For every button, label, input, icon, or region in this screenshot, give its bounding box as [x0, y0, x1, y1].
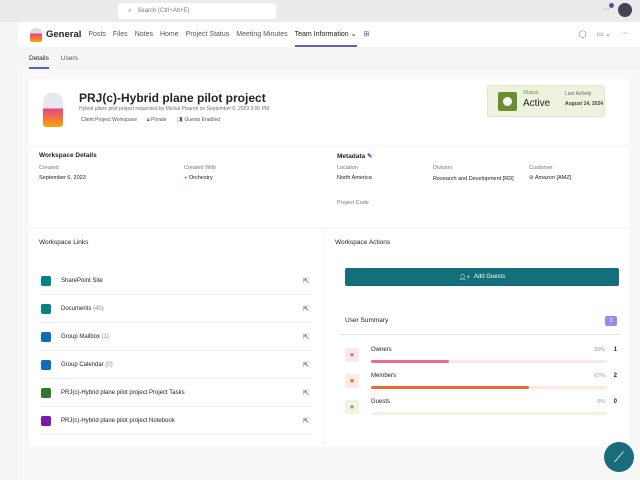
search-input[interactable]: ⌕ Search (Ctrl+Alt+E): [118, 3, 276, 19]
workspace-link-item[interactable]: PRJ(c)-Hybrid plane pilot project Projec…: [41, 379, 311, 407]
app-icon: [41, 303, 51, 314]
main-content: PRJ(c)-Hybrid plane pilot project Hybrid…: [18, 69, 640, 480]
tab-details[interactable]: Details: [29, 54, 49, 69]
progress-bar: [371, 360, 607, 363]
tab-meeting-minutes[interactable]: Meeting Minutes: [236, 31, 288, 38]
more-options-icon[interactable]: ···: [621, 30, 628, 37]
channel-header: General Posts Files Notes Home Project S…: [18, 22, 640, 47]
external-link-icon[interactable]: ⇱: [303, 277, 309, 285]
tag-private: 🔒︎ Private: [147, 117, 167, 123]
avatar[interactable]: [618, 3, 632, 17]
orchestry-assistant-button[interactable]: ⟋: [604, 442, 634, 472]
add-user-icon: 👤︎+: [458, 274, 470, 281]
workspace-links-card: Workspace Links SharePoint Site ⇱ Document…: [29, 229, 323, 447]
external-link-icon[interactable]: ⇱: [303, 305, 309, 313]
user-role-icon: ●: [345, 374, 359, 388]
user-summary-row: ● Members 67% 2: [345, 368, 617, 394]
app-icon: [41, 387, 51, 398]
user-count-badge: 3: [605, 316, 617, 326]
add-tab-button[interactable]: ⊞: [363, 31, 370, 38]
tab-posts[interactable]: Posts: [88, 31, 106, 38]
external-link-icon[interactable]: ⇱: [303, 389, 309, 397]
channel-name: General: [46, 29, 82, 40]
tab-notes[interactable]: Notes: [134, 31, 153, 38]
chevron-down-icon: ⌄: [350, 31, 357, 38]
video-icon[interactable]: ▭ ⌄: [596, 31, 611, 38]
chat-icon[interactable]: ◯: [578, 31, 587, 38]
lock-icon: 🔒︎: [147, 117, 150, 123]
project-subtitle: Hybrid plane pilot project requested by …: [79, 106, 270, 112]
tag-guests: 👥︎ Guests Enabled: [176, 117, 221, 123]
workspace-link-item[interactable]: Documents (40) ⇱: [41, 295, 311, 323]
workspace-link-item[interactable]: Group Calendar (0) ⇱: [41, 351, 311, 379]
tab-project-status[interactable]: Project Status: [185, 31, 230, 38]
progress-fill: [371, 360, 449, 363]
details-card: Workspace Details Created September 6, 2…: [29, 147, 629, 227]
status-badge: Status Active Last Activity August 14, 2…: [487, 85, 605, 117]
guests-icon: 👥︎: [176, 117, 184, 123]
last-activity: August 14, 2024: [565, 101, 604, 107]
workspace-link-item[interactable]: SharePoint Site ⇱: [41, 267, 311, 295]
app-icon: [41, 331, 51, 342]
edit-icon[interactable]: ✎: [367, 153, 373, 160]
user-role-icon: ●: [345, 400, 359, 414]
tab-home[interactable]: Home: [159, 31, 179, 38]
tag-workspace-type: Client Project Workspace: [81, 117, 138, 123]
app-icon: [41, 359, 51, 370]
add-guests-button[interactable]: 👤︎+ Add Guests: [345, 268, 619, 286]
workspace-link-item[interactable]: PRJ(c)-Hybrid plane pilot project Notebo…: [41, 407, 311, 435]
progress-bar: [371, 386, 607, 389]
status-icon: [498, 92, 517, 111]
title-bar: ⌕ Search (Ctrl+Alt+E) ···: [0, 0, 640, 22]
search-icon: ⌕: [128, 7, 132, 14]
tab-team-information[interactable]: Team Information ⌄: [294, 22, 357, 47]
user-summary-row: ● Guests 0% 0: [345, 394, 617, 420]
rocket-logo-icon: [30, 27, 42, 42]
project-header-card: PRJ(c)-Hybrid plane pilot project Hybrid…: [29, 79, 629, 145]
user-summary-row: ● Owners 33% 1: [345, 342, 617, 368]
status-value: Active: [523, 98, 551, 109]
tab-users[interactable]: Users: [60, 54, 78, 62]
user-role-icon: ●: [345, 348, 359, 362]
external-link-icon[interactable]: ⇱: [303, 333, 309, 341]
progress-fill: [371, 386, 530, 389]
project-rocket-icon: [43, 93, 63, 127]
external-link-icon[interactable]: ⇱: [303, 361, 309, 369]
external-link-icon[interactable]: ⇱: [303, 417, 309, 425]
notification-dot: [609, 3, 614, 8]
link-icon: ⊘: [529, 175, 534, 181]
orchestry-icon: ◕: [184, 175, 188, 181]
workspace-actions-card: Workspace Actions 👤︎+ Add Guests User Sum…: [325, 229, 629, 447]
progress-bar: [371, 412, 607, 415]
app-icon: [41, 275, 51, 286]
app-icon: [41, 415, 51, 426]
created-date: September 6, 2023: [39, 175, 86, 181]
workspace-link-item[interactable]: Group Mailbox (1) ⇱: [41, 323, 311, 351]
more-icon[interactable]: ···: [603, 6, 610, 13]
project-title: PRJ(c)-Hybrid plane pilot project: [79, 91, 266, 105]
sub-tabs: Details Users: [18, 47, 640, 69]
tab-files[interactable]: Files: [112, 31, 128, 38]
